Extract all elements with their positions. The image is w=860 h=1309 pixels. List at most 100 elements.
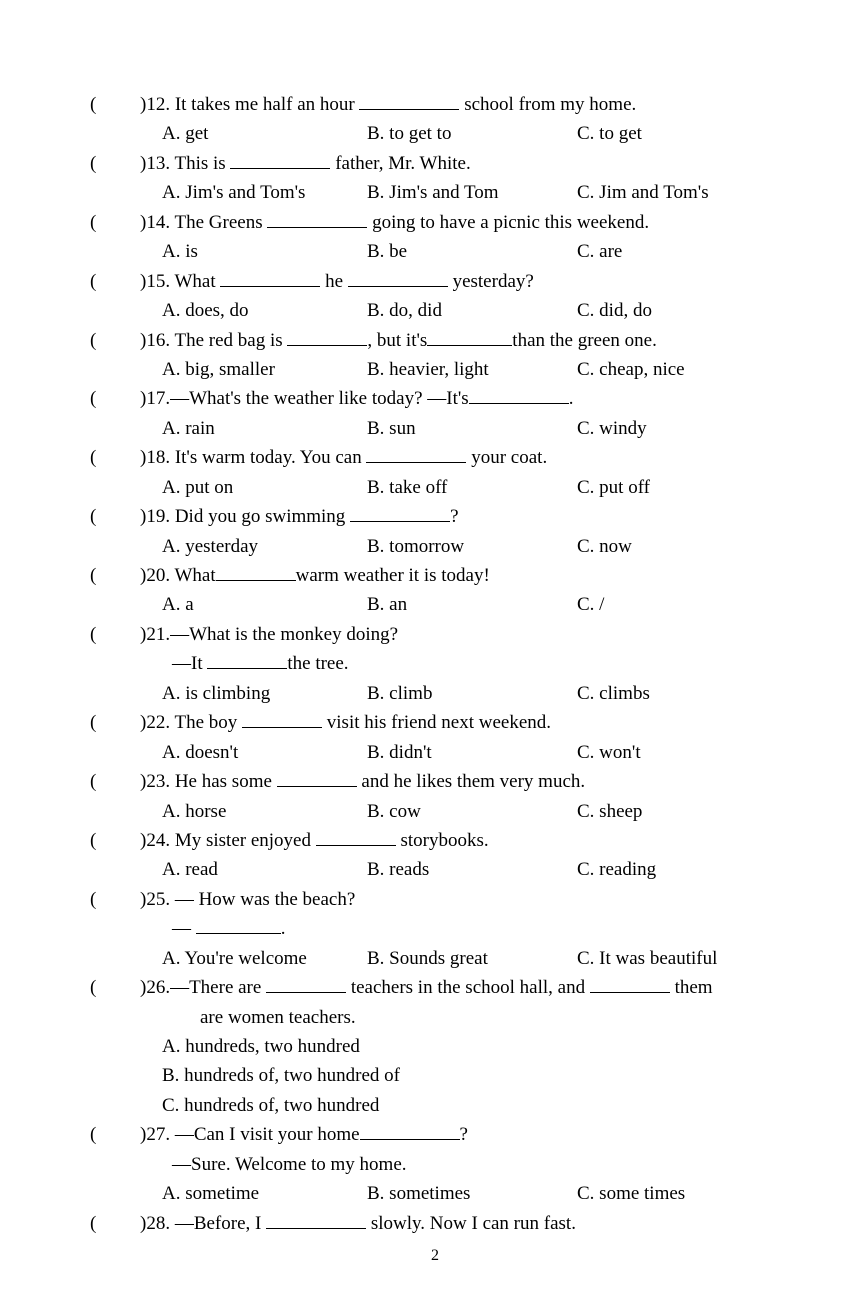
option-c[interactable]: C. put off bbox=[577, 473, 780, 502]
option-a[interactable]: A. You're welcome bbox=[162, 944, 367, 973]
answer-paren[interactable]: ( bbox=[90, 826, 140, 855]
options: A. a B. an C. / bbox=[140, 590, 780, 619]
option-b[interactable]: B. Jim's and Tom bbox=[367, 178, 577, 207]
question-24: ( )24. My sister enjoyed storybooks. A. … bbox=[90, 826, 780, 885]
answer-paren[interactable]: ( bbox=[90, 267, 140, 296]
option-a[interactable]: A. Jim's and Tom's bbox=[162, 178, 367, 207]
option-a[interactable]: A. does, do bbox=[162, 296, 367, 325]
exam-page: ( )12. It takes me half an hour school f… bbox=[0, 0, 860, 1309]
option-b[interactable]: B. do, did bbox=[367, 296, 577, 325]
answer-paren[interactable]: ( bbox=[90, 1209, 140, 1238]
option-a[interactable]: A. is bbox=[162, 237, 367, 266]
option-c[interactable]: C. some times bbox=[577, 1179, 780, 1208]
question-26: ( )26.—There are teachers in the school … bbox=[90, 973, 780, 1120]
option-a[interactable]: A. rain bbox=[162, 414, 367, 443]
question-stem-line2: — . bbox=[140, 914, 780, 943]
options: A. sometime B. sometimes C. some times bbox=[140, 1179, 780, 1208]
answer-paren[interactable]: ( bbox=[90, 443, 140, 472]
option-b[interactable]: B. reads bbox=[367, 855, 577, 884]
question-stem: )13. This is father, Mr. White. bbox=[140, 149, 780, 178]
question-stem: )21.—What is the monkey doing? bbox=[140, 620, 780, 649]
option-b[interactable]: B. be bbox=[367, 237, 577, 266]
question-22: ( )22. The boy visit his friend next wee… bbox=[90, 708, 780, 767]
answer-paren[interactable]: ( bbox=[90, 1120, 140, 1149]
page-number: 2 bbox=[90, 1244, 780, 1269]
option-b[interactable]: B. climb bbox=[367, 679, 577, 708]
option-c[interactable]: C. windy bbox=[577, 414, 780, 443]
option-b[interactable]: B. an bbox=[367, 590, 577, 619]
question-stem: )15. What he yesterday? bbox=[140, 267, 780, 296]
option-a[interactable]: A. big, smaller bbox=[162, 355, 367, 384]
question-stem: )19. Did you go swimming ? bbox=[140, 502, 780, 531]
option-a[interactable]: A. sometime bbox=[162, 1179, 367, 1208]
option-a[interactable]: A. yesterday bbox=[162, 532, 367, 561]
answer-paren[interactable]: ( bbox=[90, 326, 140, 355]
option-b[interactable]: B. Sounds great bbox=[367, 944, 577, 973]
options: A. horse B. cow C. sheep bbox=[140, 797, 780, 826]
question-27: ( )27. —Can I visit your home? —Sure. We… bbox=[90, 1120, 780, 1208]
option-c[interactable]: C. won't bbox=[577, 738, 780, 767]
question-stem: )17.—What's the weather like today? —It'… bbox=[140, 384, 780, 413]
question-stem: )16. The red bag is , but it'sthan the g… bbox=[140, 326, 780, 355]
answer-paren[interactable]: ( bbox=[90, 885, 140, 914]
answer-paren[interactable]: ( bbox=[90, 208, 140, 237]
option-b[interactable]: B. sun bbox=[367, 414, 577, 443]
option-a[interactable]: A. put on bbox=[162, 473, 367, 502]
answer-paren[interactable]: ( bbox=[90, 561, 140, 590]
option-b[interactable]: B. didn't bbox=[367, 738, 577, 767]
question-23: ( )23. He has some and he likes them ver… bbox=[90, 767, 780, 826]
question-17: ( )17.—What's the weather like today? —I… bbox=[90, 384, 780, 443]
options: A. doesn't B. didn't C. won't bbox=[140, 738, 780, 767]
option-c[interactable]: C. reading bbox=[577, 855, 780, 884]
question-stem: )20. Whatwarm weather it is today! bbox=[140, 561, 780, 590]
option-a[interactable]: A. is climbing bbox=[162, 679, 367, 708]
option-a[interactable]: A. hundreds, two hundred bbox=[162, 1032, 780, 1061]
option-b[interactable]: B. heavier, light bbox=[367, 355, 577, 384]
answer-paren[interactable]: ( bbox=[90, 767, 140, 796]
option-c[interactable]: C. climbs bbox=[577, 679, 780, 708]
question-stem: )12. It takes me half an hour school fro… bbox=[140, 90, 780, 119]
option-a[interactable]: A. read bbox=[162, 855, 367, 884]
question-stem-line2: —It the tree. bbox=[140, 649, 780, 678]
option-b[interactable]: B. sometimes bbox=[367, 1179, 577, 1208]
option-c[interactable]: C. are bbox=[577, 237, 780, 266]
question-14: ( )14. The Greens going to have a picnic… bbox=[90, 208, 780, 267]
option-b[interactable]: B. tomorrow bbox=[367, 532, 577, 561]
option-c[interactable]: C. sheep bbox=[577, 797, 780, 826]
option-a[interactable]: A. doesn't bbox=[162, 738, 367, 767]
answer-paren[interactable]: ( bbox=[90, 973, 140, 1002]
option-c[interactable]: C. now bbox=[577, 532, 780, 561]
option-c[interactable]: C. / bbox=[577, 590, 780, 619]
question-stem: )18. It's warm today. You can your coat. bbox=[140, 443, 780, 472]
options: A. big, smaller B. heavier, light C. che… bbox=[140, 355, 780, 384]
answer-paren[interactable]: ( bbox=[90, 502, 140, 531]
answer-paren[interactable]: ( bbox=[90, 620, 140, 649]
option-a[interactable]: A. get bbox=[162, 119, 367, 148]
option-c[interactable]: C. to get bbox=[577, 119, 780, 148]
option-c[interactable]: C. hundreds of, two hundred bbox=[162, 1091, 780, 1120]
answer-paren[interactable]: ( bbox=[90, 708, 140, 737]
option-b[interactable]: B. take off bbox=[367, 473, 577, 502]
question-stem: )22. The boy visit his friend next weeke… bbox=[140, 708, 780, 737]
option-c[interactable]: C. Jim and Tom's bbox=[577, 178, 780, 207]
option-a[interactable]: A. horse bbox=[162, 797, 367, 826]
question-stem: )24. My sister enjoyed storybooks. bbox=[140, 826, 780, 855]
options: A. Jim's and Tom's B. Jim's and Tom C. J… bbox=[140, 178, 780, 207]
option-c[interactable]: C. It was beautiful bbox=[577, 944, 780, 973]
options: A. get B. to get to C. to get bbox=[140, 119, 780, 148]
options: A. yesterday B. tomorrow C. now bbox=[140, 532, 780, 561]
option-c[interactable]: C. cheap, nice bbox=[577, 355, 780, 384]
options: A. put on B. take off C. put off bbox=[140, 473, 780, 502]
option-a[interactable]: A. a bbox=[162, 590, 367, 619]
question-stem: )27. —Can I visit your home? bbox=[140, 1120, 780, 1149]
option-b[interactable]: B. hundreds of, two hundred of bbox=[162, 1061, 780, 1090]
answer-paren[interactable]: ( bbox=[90, 149, 140, 178]
option-b[interactable]: B. cow bbox=[367, 797, 577, 826]
question-21: ( )21.—What is the monkey doing? —It the… bbox=[90, 620, 780, 708]
option-c[interactable]: C. did, do bbox=[577, 296, 780, 325]
option-b[interactable]: B. to get to bbox=[367, 119, 577, 148]
options: A. read B. reads C. reading bbox=[140, 855, 780, 884]
answer-paren[interactable]: ( bbox=[90, 384, 140, 413]
answer-paren[interactable]: ( bbox=[90, 90, 140, 119]
question-12: ( )12. It takes me half an hour school f… bbox=[90, 90, 780, 149]
